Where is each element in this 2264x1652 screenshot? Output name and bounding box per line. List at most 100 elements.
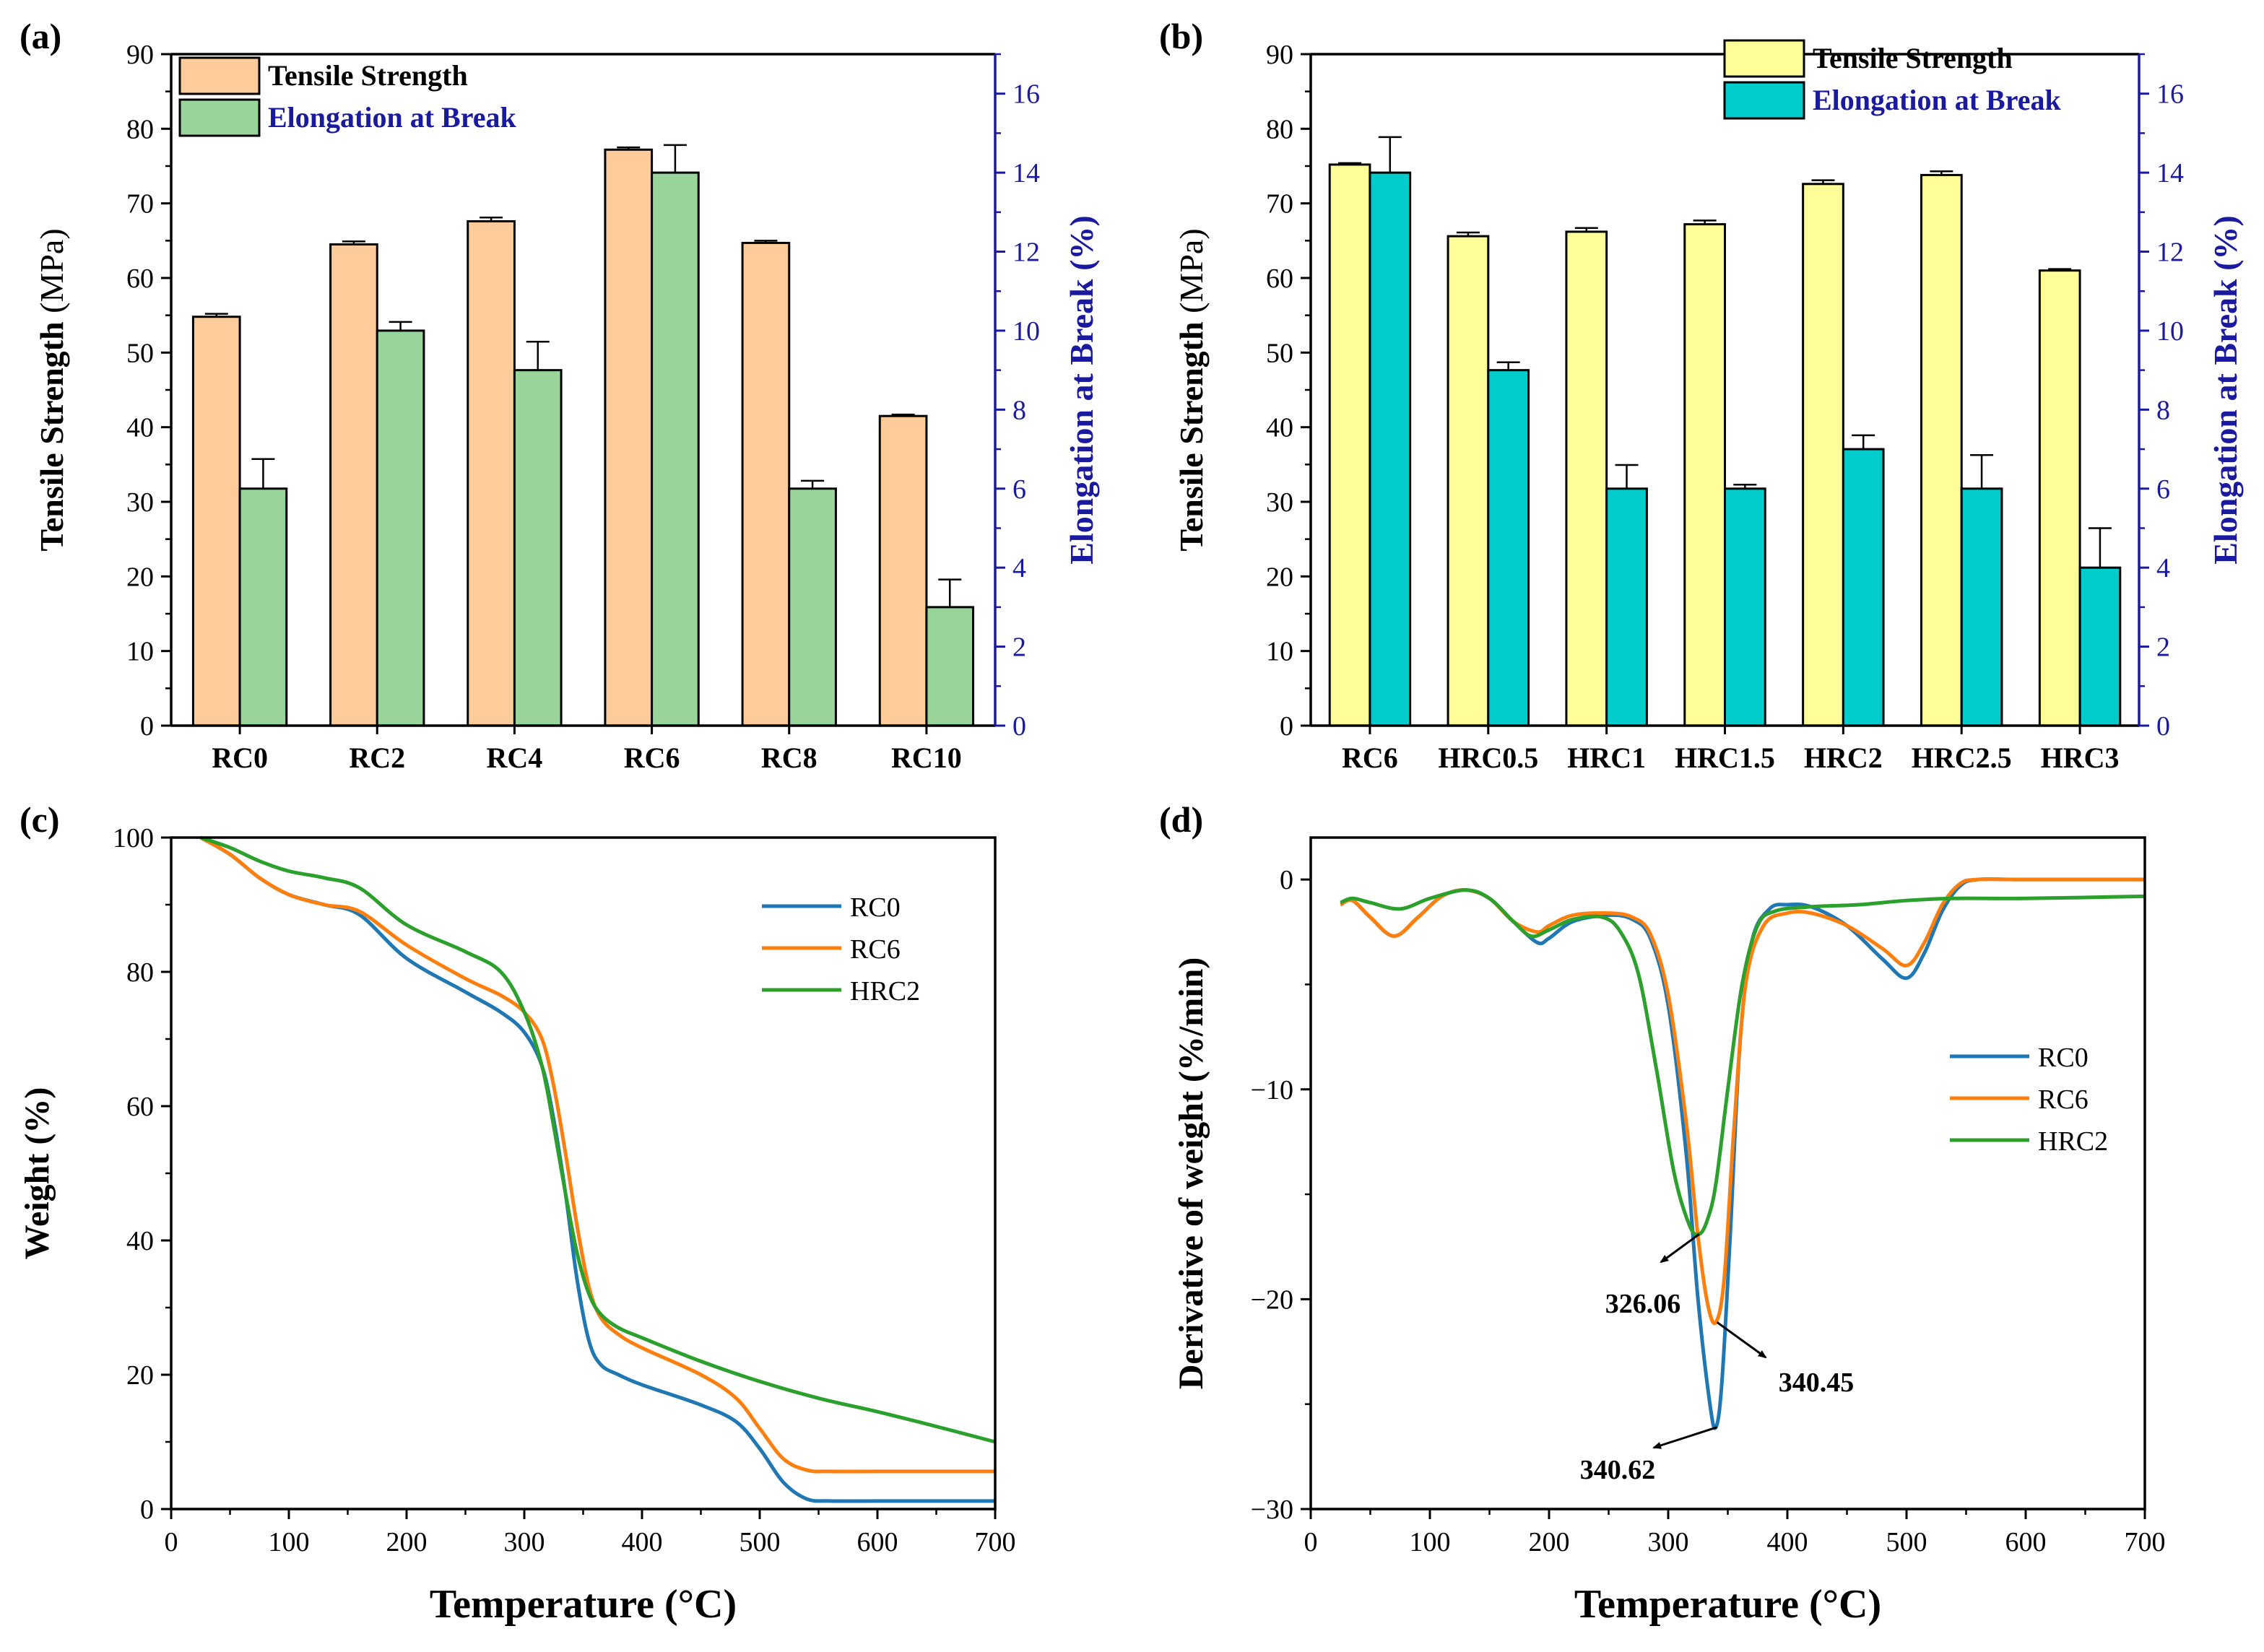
- annotation-arrow-0: [1660, 1233, 1700, 1264]
- x-tick-label: HRC0.5: [1438, 742, 1538, 774]
- curve-HRC2: [199, 835, 996, 1444]
- y-tick-label: 90: [1266, 40, 1293, 70]
- legend-label-RC0: RC0: [2038, 1043, 2089, 1073]
- bar-elongation-at-break-RC0: [238, 487, 288, 727]
- legend-swatch-1: [1723, 81, 1805, 120]
- x-tick-label: RC10: [891, 742, 962, 774]
- annotation-arrow-1: [1716, 1321, 1767, 1359]
- bar-tensile-strength-HRC3: [2038, 269, 2081, 727]
- x-tick-label: 700: [2125, 1527, 2166, 1557]
- x-tick-label: 200: [386, 1527, 428, 1557]
- panel-d-dtg-derivative: 0 100 200 300 400 500 600 700 −30 −20 −10 0 Temperat…: [1159, 799, 2166, 1627]
- y-tick-label: 80: [126, 957, 154, 988]
- y2-tick-label: 6: [2156, 474, 2170, 505]
- x-tick-label: 400: [622, 1527, 663, 1557]
- y-tick-label: 60: [1266, 264, 1293, 294]
- x-tick-label: HRC2: [1804, 742, 1883, 774]
- y-tick-label: 50: [1266, 338, 1293, 368]
- bar-tensile-strength-RC10: [878, 414, 928, 727]
- y-tick-label: 0: [140, 711, 154, 742]
- legend-label-RC6: RC6: [850, 934, 901, 965]
- legend-label-HRC2: HRC2: [2038, 1126, 2108, 1157]
- y-tick-label: 90: [126, 40, 154, 70]
- y2-tick-label: 12: [2156, 238, 2184, 268]
- bar-elongation-at-break-HRC1: [1605, 487, 1648, 727]
- legend-label-0: Tensile Strength: [1813, 42, 2013, 74]
- y-tick-label: 80: [1266, 114, 1293, 144]
- annotation-label-0: 326.06: [1605, 1289, 1681, 1319]
- annotation-label-2: 340.62: [1580, 1455, 1656, 1485]
- bar-tensile-strength-RC8: [741, 241, 791, 727]
- y-tick-label: 30: [126, 487, 154, 518]
- bar-tensile-strength-RC0: [191, 316, 241, 727]
- y2-tick-label: 2: [2156, 632, 2170, 663]
- panel-a-tensile-rc: 0 10 20 30 40 50 60 70 80 90 0 2 4 6 8 10 12 14 16 RC0 RC2 RC…: [19, 16, 1100, 774]
- y-tick-label: 10: [126, 637, 154, 667]
- y-tick-label: 40: [1266, 413, 1293, 443]
- bar-elongation-at-break-HRC1.5: [1724, 487, 1766, 727]
- y-tick-label: 40: [126, 413, 154, 443]
- x-tick-label: 700: [975, 1527, 1016, 1557]
- x-tick-label: RC0: [212, 742, 268, 774]
- y2-tick-label: 16: [1012, 79, 1040, 110]
- x-tick-label: RC2: [349, 742, 405, 774]
- bar-tensile-strength-HRC2: [1802, 183, 1844, 727]
- panel-label: (a): [19, 16, 61, 56]
- x-tick-label: 500: [1886, 1527, 1927, 1557]
- y2-tick-label: 12: [1012, 238, 1040, 268]
- panel-label: (b): [1159, 16, 1203, 56]
- x-tick-label: 600: [857, 1527, 898, 1557]
- y-tick-label: 0: [140, 1495, 154, 1525]
- y2-tick-label: 14: [1012, 158, 1040, 188]
- x-tick-label: 100: [269, 1527, 310, 1557]
- bar-tensile-strength-HRC2.5: [1920, 173, 1963, 727]
- bar-tensile-strength-RC2: [329, 243, 378, 727]
- curve-HRC2: [1340, 888, 2146, 1237]
- legend-label-1: Elongation at Break: [268, 101, 517, 134]
- x-tick-label: RC6: [1342, 742, 1398, 774]
- bar-elongation-at-break-HRC2.5: [1960, 487, 2003, 727]
- y2-axis-label: Elongation at Break (%): [1063, 215, 1100, 564]
- y2-tick-label: 4: [1012, 553, 1026, 583]
- x-tick-label: HRC2.5: [1912, 742, 2012, 774]
- curve-RC6: [199, 835, 995, 1474]
- y-tick-label: 0: [1280, 711, 1293, 742]
- y-axis-label: Derivative of weight (%/min): [1172, 957, 1210, 1390]
- panel-c-tga-weight: 0 100 200 300 400 500 600 700 0 20 40 60 80 100 Temper…: [18, 799, 1016, 1627]
- y2-tick-label: 2: [1012, 632, 1026, 663]
- y2-tick-label: 10: [2156, 316, 2184, 347]
- x-tick-label: HRC1.5: [1675, 742, 1775, 774]
- y-tick-label: 10: [1266, 637, 1293, 667]
- panel-label: (d): [1159, 799, 1203, 840]
- y-tick-label: 50: [126, 338, 154, 368]
- y-tick-label: 60: [126, 264, 154, 294]
- x-tick-label: RC8: [761, 742, 817, 774]
- y-axis-label: Tensile Strength (MPa): [33, 228, 70, 551]
- y2-axis-label: Elongation at Break (%): [2207, 215, 2244, 564]
- y-tick-label: 80: [126, 114, 154, 144]
- y-tick-label: 20: [126, 1360, 154, 1391]
- y2-tick-label: 8: [2156, 395, 2170, 425]
- bar-elongation-at-break-HRC3: [2078, 566, 2122, 727]
- annotation-arrow-2: [1652, 1426, 1718, 1449]
- panel-label: (c): [19, 799, 60, 840]
- y-tick-label: 20: [1266, 562, 1293, 592]
- bar-elongation-at-break-HRC2: [1842, 448, 1885, 727]
- y-axis-label: Weight (%): [18, 1087, 56, 1260]
- x-tick-label: 0: [1304, 1527, 1318, 1557]
- bar-elongation-at-break-RC6: [651, 171, 700, 727]
- bar-elongation-at-break-HRC0.5: [1487, 369, 1530, 727]
- bar-elongation-at-break-RC4: [513, 369, 563, 727]
- y-tick-label: −20: [1251, 1284, 1293, 1315]
- x-tick-label: 500: [740, 1527, 781, 1557]
- y2-tick-label: 16: [2156, 79, 2184, 110]
- legend-label-RC6: RC6: [2038, 1084, 2089, 1115]
- y2-tick-label: 10: [1012, 316, 1040, 347]
- y-tick-label: 70: [1266, 189, 1293, 219]
- y-tick-label: 60: [126, 1092, 154, 1122]
- x-axis-label: Temperature (°C): [430, 1582, 737, 1627]
- y-tick-label: 40: [126, 1226, 154, 1256]
- legend-swatch-1: [178, 98, 261, 137]
- x-tick-label: HRC1: [1567, 742, 1646, 774]
